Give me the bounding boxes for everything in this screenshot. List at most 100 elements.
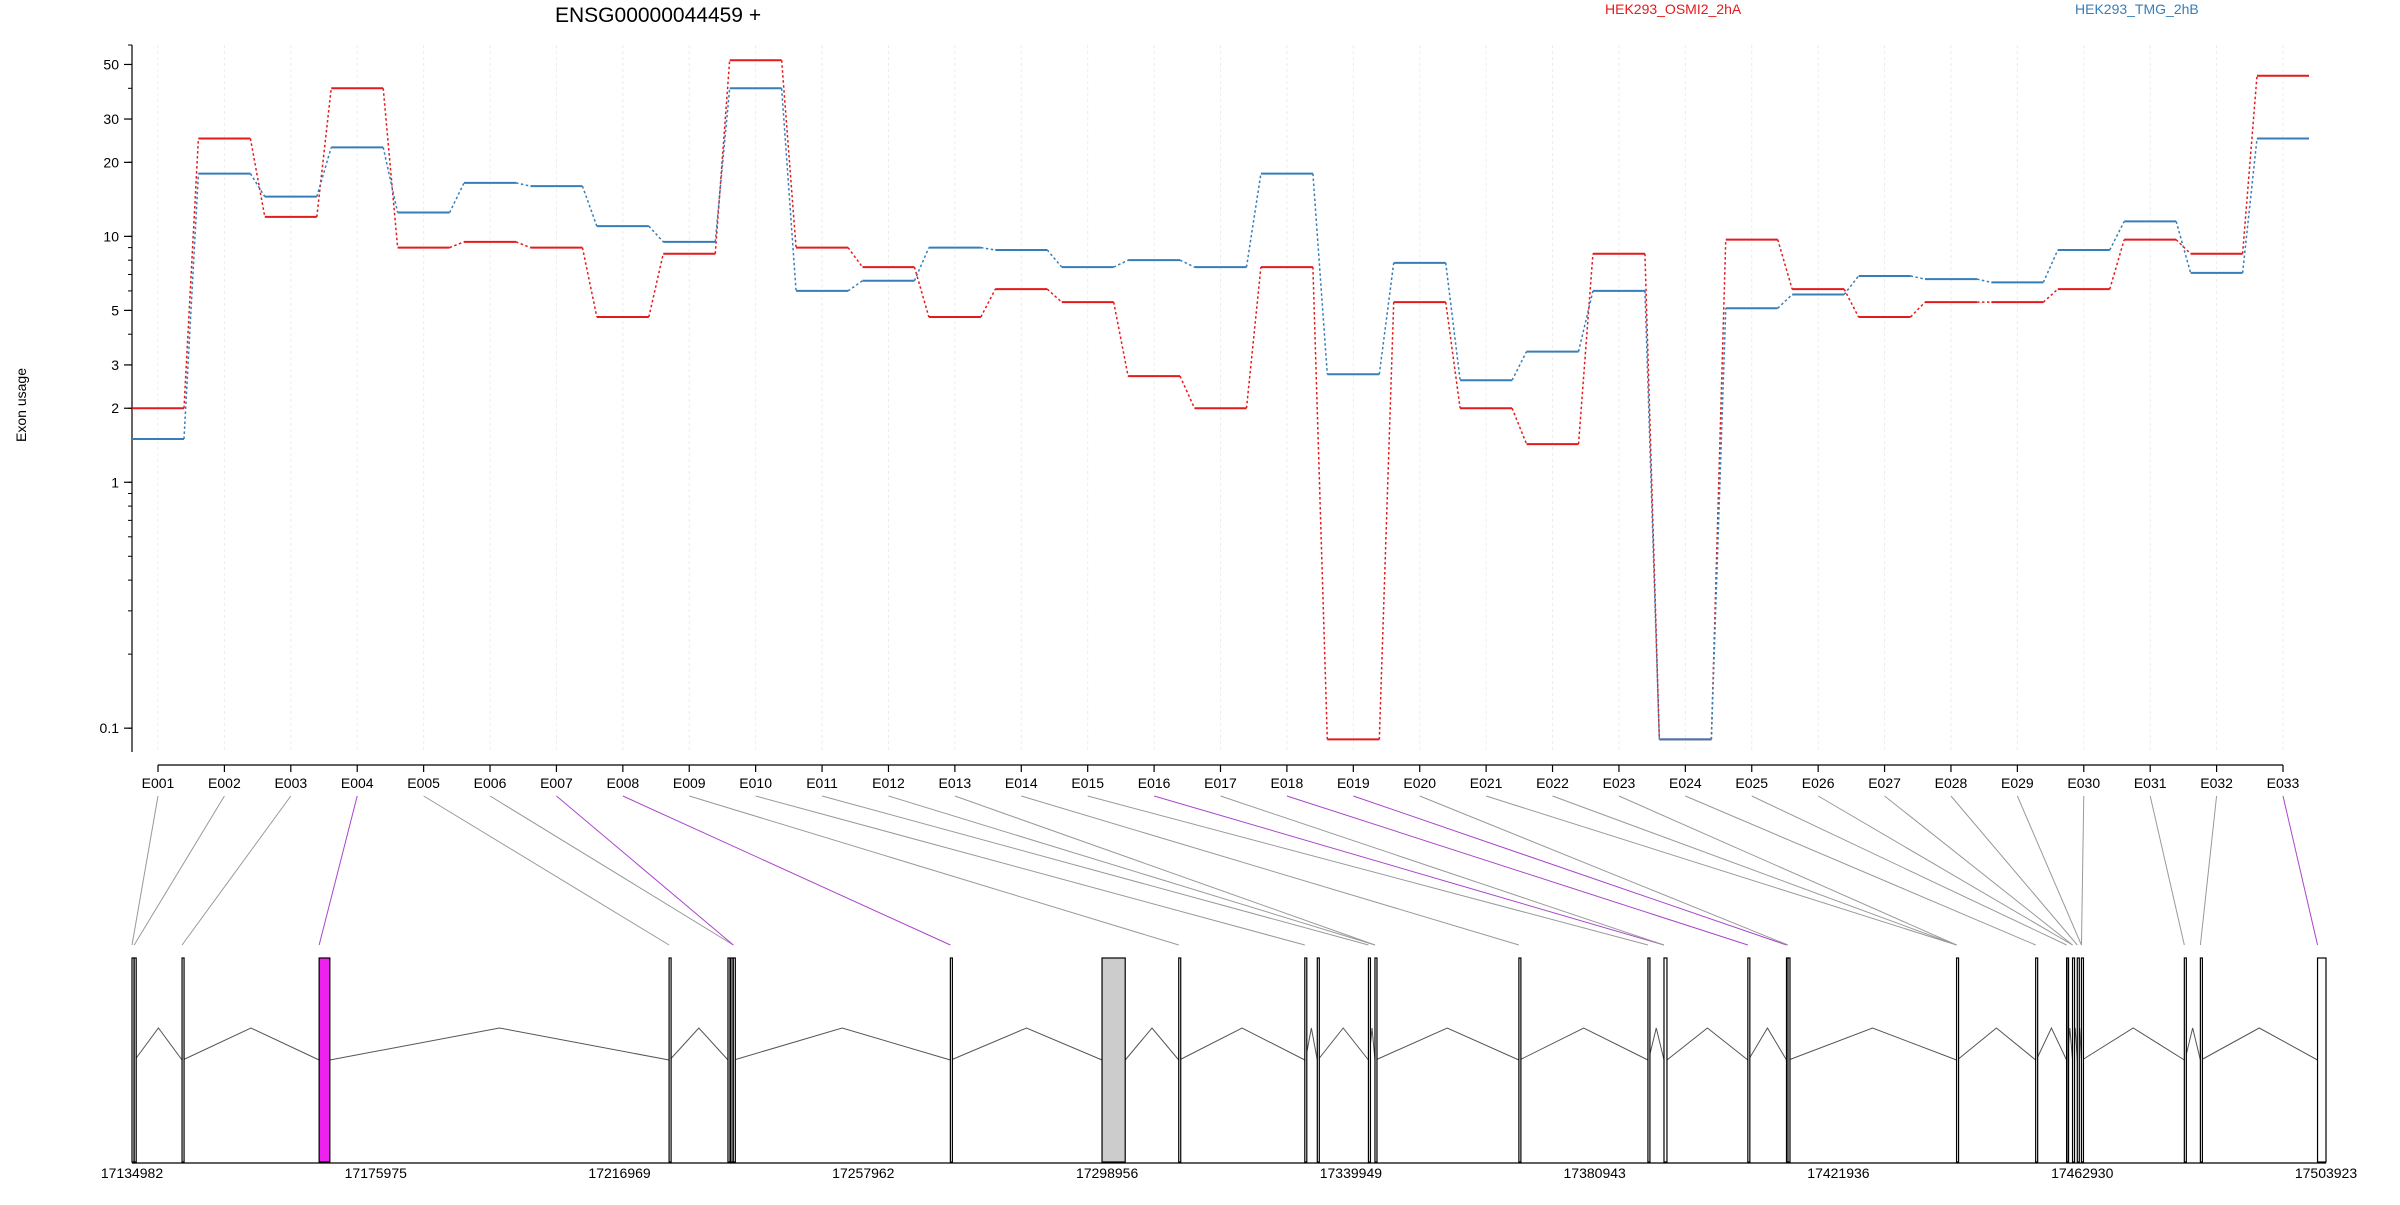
y-tick-label: 50 bbox=[103, 56, 119, 72]
x-tick-label: E011 bbox=[806, 775, 838, 791]
exon-link bbox=[1087, 795, 1649, 946]
exon-link bbox=[821, 795, 1369, 946]
chart-title: ENSG00000044459 + bbox=[555, 4, 761, 27]
exon-link bbox=[2199, 795, 2218, 946]
exon-link bbox=[1751, 795, 2067, 946]
intron-line bbox=[134, 1027, 183, 1061]
exon-box bbox=[2183, 957, 2187, 1163]
series-1-connector bbox=[1179, 259, 1195, 268]
exon-link bbox=[1817, 795, 2073, 946]
exon-link-highlighted bbox=[318, 795, 358, 946]
series-0-connector bbox=[2241, 75, 2258, 254]
exon-link bbox=[2016, 795, 2082, 946]
exon-link bbox=[689, 795, 1179, 946]
intron-line bbox=[2035, 1026, 2068, 1061]
series-1-connector bbox=[1910, 275, 1926, 280]
intron-line bbox=[2200, 1027, 2318, 1061]
x-tick-label: E016 bbox=[1138, 775, 1171, 791]
intron-line bbox=[2081, 1027, 2185, 1061]
series-0-connector bbox=[1577, 253, 1594, 445]
x-tick-label: E032 bbox=[2200, 775, 2233, 791]
exon-link bbox=[1685, 795, 2036, 946]
intron-line bbox=[2184, 1027, 2201, 1061]
series-0-connector bbox=[1710, 239, 1727, 740]
exon-box bbox=[732, 957, 736, 1163]
y-tick-label: 3 bbox=[111, 357, 119, 373]
exon-box bbox=[2316, 957, 2327, 1163]
x-tick-label: E009 bbox=[673, 775, 706, 791]
intron-line bbox=[1956, 1027, 2036, 1061]
series-0-connector bbox=[449, 241, 465, 249]
x-tick-label: E024 bbox=[1669, 775, 1702, 791]
exon-box bbox=[181, 957, 185, 1163]
exon-link bbox=[1021, 795, 1520, 946]
x-tick-label: E005 bbox=[407, 775, 440, 791]
exon-link bbox=[1220, 795, 1665, 946]
exon-box bbox=[1367, 957, 1372, 1163]
genomic-tick-label: 17216969 bbox=[588, 1165, 651, 1181]
series-1-connector bbox=[1046, 249, 1063, 268]
y-tick-label: 1 bbox=[111, 474, 119, 490]
x-tick-label: E025 bbox=[1735, 775, 1768, 791]
x-tick-label: E020 bbox=[1403, 775, 1436, 791]
x-tick-label: E002 bbox=[208, 775, 241, 791]
series-1 bbox=[132, 87, 2309, 741]
exon-link-highlighted bbox=[1286, 795, 1748, 946]
intron-line bbox=[329, 1027, 670, 1061]
x-tick-label: E007 bbox=[540, 775, 573, 791]
series-0 bbox=[132, 59, 2309, 741]
exon-link bbox=[888, 795, 1376, 946]
x-tick-label: E004 bbox=[341, 775, 374, 791]
exon-box bbox=[2199, 957, 2203, 1163]
series-1-connector bbox=[1976, 278, 1992, 284]
exon-link bbox=[1552, 795, 1957, 946]
exon-link bbox=[1950, 795, 2078, 946]
x-tick-label: E015 bbox=[1071, 775, 1104, 791]
series-0-connector bbox=[382, 88, 399, 248]
x-tick-label: E013 bbox=[939, 775, 972, 791]
x-tick-label: E014 bbox=[1005, 775, 1038, 791]
x-tick-label: E008 bbox=[606, 775, 639, 791]
exon-box bbox=[1787, 957, 1791, 1163]
series-0-connector bbox=[1112, 302, 1129, 377]
genomic-tick-label: 17462930 bbox=[2051, 1165, 2114, 1181]
intron-line bbox=[1666, 1027, 1749, 1061]
x-tick-label: E010 bbox=[739, 775, 772, 791]
exon-link bbox=[423, 795, 670, 946]
y-tick-label: 2 bbox=[111, 400, 119, 416]
x-tick-label: E023 bbox=[1603, 775, 1636, 791]
exon-link-highlighted bbox=[1353, 795, 1787, 946]
y-axis-label: Exon usage bbox=[13, 368, 29, 442]
series-1-connector bbox=[249, 173, 266, 198]
series-1-connector bbox=[316, 147, 332, 197]
exon-link bbox=[1884, 795, 2073, 946]
series-1-connector bbox=[1113, 259, 1129, 268]
series-0-connector bbox=[183, 138, 200, 409]
x-tick-label: E028 bbox=[1935, 775, 1968, 791]
series-0-connector bbox=[1046, 288, 1063, 303]
series-1-connector bbox=[780, 88, 797, 291]
genomic-tick-label: 17175975 bbox=[345, 1165, 408, 1181]
intron-line bbox=[1179, 1027, 1306, 1061]
exon-box bbox=[949, 957, 953, 1163]
exon-link bbox=[133, 795, 225, 946]
exon-box bbox=[1663, 957, 1668, 1163]
exon-box bbox=[1101, 957, 1126, 1163]
series-1-connector bbox=[2109, 221, 2125, 251]
x-tick-label: E012 bbox=[872, 775, 905, 791]
series-0-connector bbox=[1910, 301, 1926, 318]
series-0-connector bbox=[515, 241, 531, 249]
exon-link-highlighted bbox=[622, 795, 951, 946]
series-1-connector bbox=[847, 280, 863, 292]
intron-line bbox=[1748, 1027, 1787, 1061]
series-1-connector bbox=[2042, 249, 2059, 283]
exon-box bbox=[1747, 957, 1751, 1163]
genomic-tick-label: 17503923 bbox=[2295, 1165, 2358, 1181]
series-1-connector bbox=[1511, 351, 1528, 381]
series-0-connector bbox=[249, 138, 266, 218]
series-0-connector bbox=[780, 60, 797, 248]
intron-line bbox=[1648, 1027, 1665, 1061]
intron-line bbox=[1519, 1027, 1649, 1061]
series-0-connector bbox=[1179, 375, 1196, 409]
